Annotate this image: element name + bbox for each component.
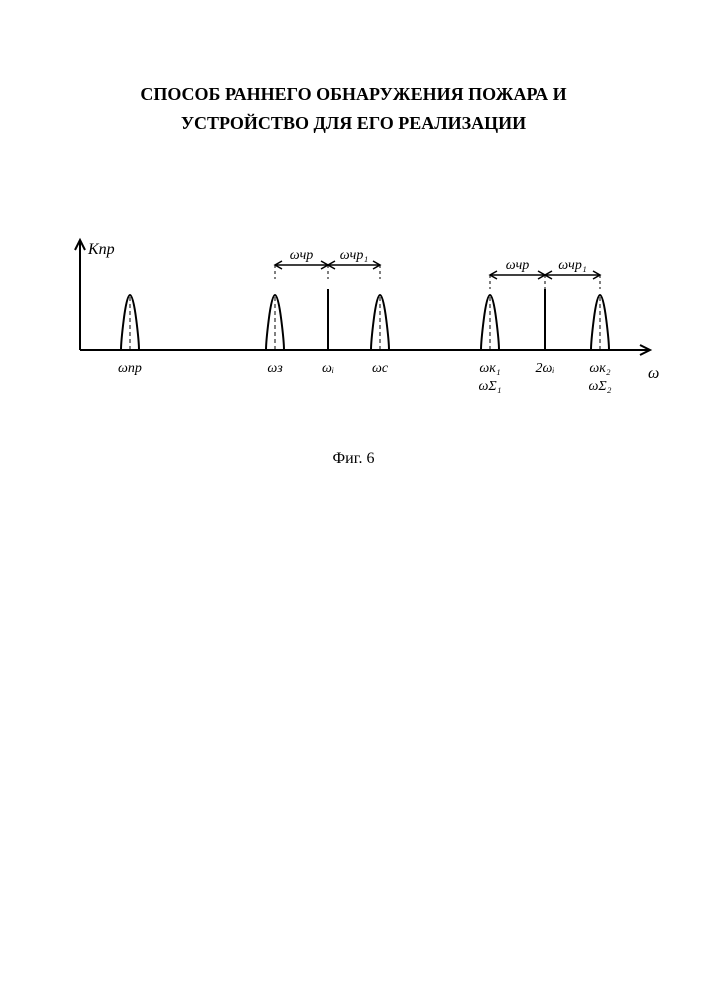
document-title-block: СПОСОБ РАННЕГО ОБНАРУЖЕНИЯ ПОЖАРА И УСТР… xyxy=(0,80,707,138)
svg-text:ωк₁: ωк₁ xyxy=(479,361,500,376)
svg-text:ωΣ₂: ωΣ₂ xyxy=(588,379,611,394)
svg-text:ωз: ωз xyxy=(267,361,283,376)
svg-text:ωчр: ωчр xyxy=(290,248,314,263)
svg-text:ωᵢ: ωᵢ xyxy=(322,361,334,376)
svg-text:ω: ω xyxy=(648,365,659,382)
svg-text:Kпр: Kпр xyxy=(87,241,115,258)
svg-text:2ωᵢ: 2ωᵢ xyxy=(535,361,554,376)
figure-6-spectrum: Kпр ω ωпр ωз ωс ωк₁ ωΣ₁ ωк₂ ωΣ₂ ωᵢ 2ωᵢ ωчр ωчр₁ ωчр ωч… xyxy=(60,230,660,430)
svg-text:ωчр₁: ωчр₁ xyxy=(340,248,368,263)
svg-text:ωчр₁: ωчр₁ xyxy=(558,258,586,273)
svg-text:ωк₂: ωк₂ xyxy=(589,361,610,376)
svg-text:ωпр: ωпр xyxy=(118,361,142,376)
svg-text:ωΣ₁: ωΣ₁ xyxy=(478,379,501,394)
title-line-2: УСТРОЙСТВО ДЛЯ ЕГО РЕАЛИЗАЦИИ xyxy=(0,109,707,138)
spectrum-diagram: Kпр ω ωпр ωз ωс ωк₁ ωΣ₁ ωк₂ ωΣ₂ ωᵢ 2ωᵢ ωчр ωчр₁ ωчр ωч… xyxy=(60,230,660,430)
svg-text:ωчр: ωчр xyxy=(506,258,530,273)
figure-caption: Фиг. 6 xyxy=(0,450,707,468)
svg-text:ωс: ωс xyxy=(372,361,389,376)
title-line-1: СПОСОБ РАННЕГО ОБНАРУЖЕНИЯ ПОЖАРА И xyxy=(0,80,707,109)
